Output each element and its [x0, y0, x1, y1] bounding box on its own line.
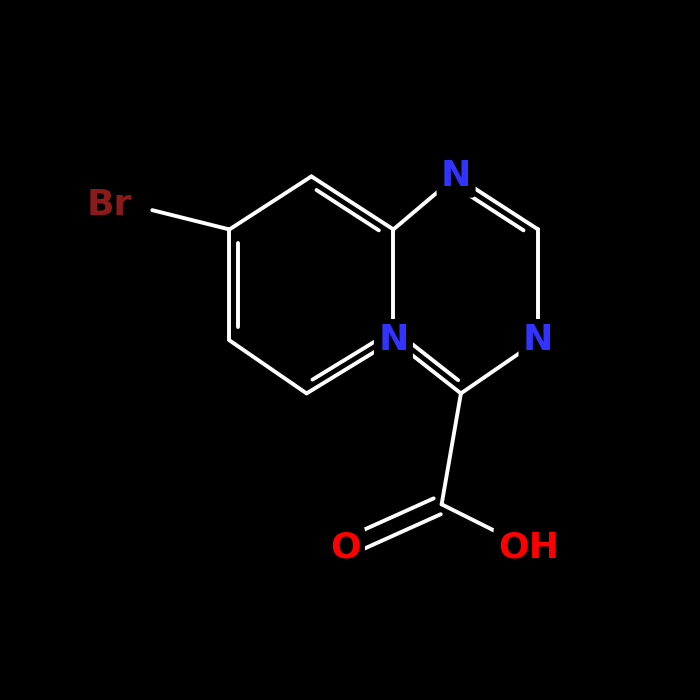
- Text: OH: OH: [498, 531, 559, 565]
- Text: N: N: [378, 323, 409, 358]
- Text: Br: Br: [86, 188, 132, 223]
- Text: N: N: [523, 323, 553, 358]
- Text: N: N: [441, 160, 471, 193]
- Text: O: O: [330, 531, 360, 565]
